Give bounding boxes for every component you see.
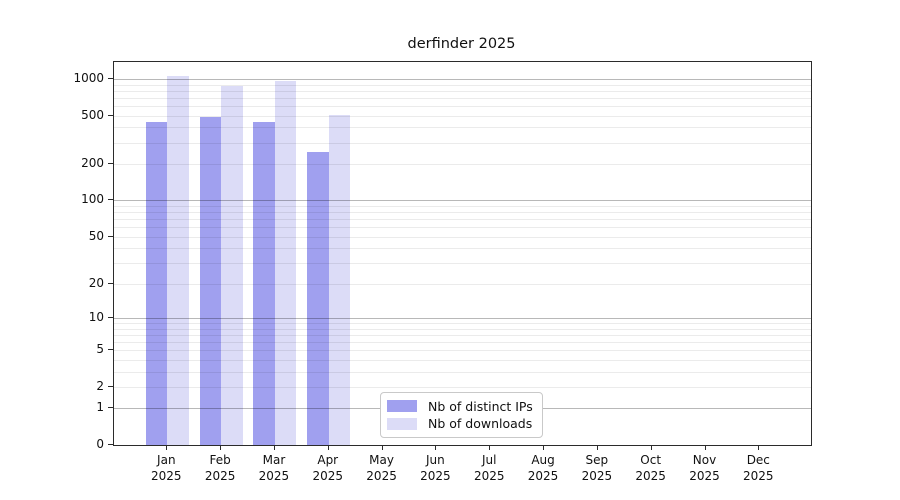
x-tick-mark-nov: [704, 446, 706, 450]
gridline-800: [114, 90, 811, 92]
gridline-200: [114, 164, 811, 165]
y-tick-mark-1: [108, 407, 113, 409]
y-tick-label-10: 10: [88, 309, 104, 324]
gridline-2: [114, 386, 811, 388]
y-tick-label-20: 20: [88, 275, 104, 290]
bar-jan-downloads: [167, 76, 189, 445]
x-tick-mark-mar: [273, 446, 275, 450]
x-tick-label-jun: Jun 2025: [420, 453, 451, 483]
gridline-300: [114, 142, 811, 144]
y-tick-label-500: 500: [81, 107, 104, 122]
x-tick-label-sep: Sep 2025: [581, 453, 613, 483]
x-tick-mark-apr: [327, 446, 329, 450]
gridline-40: [114, 248, 811, 250]
gridline-8: [114, 328, 811, 330]
gridline-70: [114, 219, 811, 221]
bar-feb-ips: [199, 116, 222, 445]
bars-layer: [114, 62, 811, 445]
legend: Nb of distinct IPs Nb of downloads: [380, 392, 543, 438]
bar-jan-ips: [145, 122, 168, 445]
y-tick-label-1: 1: [96, 400, 104, 415]
gridline-7: [114, 334, 811, 336]
chart-title: derfinder 2025: [407, 36, 516, 52]
plot-area: [113, 61, 812, 446]
x-tick-label-nov: Nov 2025: [689, 453, 720, 483]
x-tick-mark-oct: [650, 446, 652, 450]
bar-apr-downloads: [328, 115, 351, 445]
legend-swatch-downloads: [387, 417, 417, 430]
y-tick-label-5: 5: [96, 342, 104, 357]
y-tick-label-50: 50: [88, 228, 104, 243]
legend-item-downloads: Nb of downloads: [387, 416, 536, 431]
legend-label-distinct-ips: Nb of distinct IPs: [428, 398, 533, 414]
gridline-900: [114, 84, 811, 86]
gridline-10: [114, 317, 811, 319]
x-tick-label-apr: Apr 2025: [312, 453, 344, 483]
y-tick-mark-0: [108, 444, 113, 445]
x-tick-label-dec: Dec 2025: [743, 453, 774, 483]
y-tick-mark-500: [108, 114, 113, 116]
gridline-700: [114, 97, 811, 99]
legend-label-downloads: Nb of downloads: [428, 416, 533, 432]
gridline-6: [114, 341, 811, 343]
y-tick-label-100: 100: [81, 192, 104, 207]
gridline-400: [114, 127, 811, 129]
legend-item-distinct-ips: Nb of distinct IPs: [387, 399, 536, 414]
gridline-90: [114, 205, 811, 207]
x-tick-mark-jan: [166, 446, 168, 450]
x-tick-label-jan: Jan 2025: [151, 453, 182, 483]
x-tick-label-mar: Mar 2025: [258, 453, 290, 483]
x-tick-mark-aug: [543, 446, 545, 450]
gridline-30: [114, 263, 811, 265]
bar-apr-ips: [307, 152, 329, 445]
gridline-5: [114, 350, 811, 352]
gridline-500: [114, 115, 811, 117]
x-tick-mark-jun: [435, 446, 437, 450]
x-tick-mark-feb: [220, 446, 222, 450]
gridline-20: [114, 283, 811, 285]
gridline-1000: [114, 78, 811, 80]
y-tick-label-0: 0: [96, 437, 104, 451]
y-tick-mark-20: [108, 282, 113, 284]
y-tick-mark-50: [108, 235, 113, 237]
gridline-80: [114, 212, 811, 214]
x-tick-label-may: May 2025: [366, 453, 397, 483]
grid-layer: [114, 62, 811, 445]
y-tick-mark-10: [108, 316, 113, 318]
y-tick-mark-200: [108, 163, 113, 164]
x-tick-mark-sep: [596, 446, 598, 450]
x-tick-label-aug: Aug 2025: [527, 453, 559, 483]
x-tick-mark-dec: [758, 446, 760, 450]
y-tick-mark-100: [108, 199, 113, 201]
legend-swatch-distinct-ips: [387, 400, 417, 413]
y-tick-label-2: 2: [96, 378, 104, 393]
y-tick-label-1000: 1000: [73, 70, 104, 85]
y-tick-mark-5: [108, 349, 113, 351]
gridline-600: [114, 105, 811, 107]
x-tick-mark-may: [381, 446, 383, 450]
bar-feb-downloads: [221, 86, 243, 445]
gridline-3: [114, 371, 811, 373]
bar-mar-ips: [253, 121, 275, 445]
x-tick-mark-jul: [489, 446, 491, 450]
y-tick-label-200: 200: [81, 156, 104, 170]
bar-mar-downloads: [274, 80, 297, 445]
gridline-9: [114, 323, 811, 324]
x-tick-label-feb: Feb 2025: [204, 453, 236, 483]
gridline-4: [114, 359, 811, 361]
x-tick-label-jul: Jul 2025: [473, 453, 505, 483]
gridline-60: [114, 227, 811, 229]
y-tick-mark-2: [108, 385, 113, 387]
y-tick-mark-1000: [108, 77, 113, 79]
x-tick-label-oct: Oct 2025: [635, 453, 666, 483]
gridline-100: [114, 200, 811, 202]
gridline-50: [114, 236, 811, 238]
